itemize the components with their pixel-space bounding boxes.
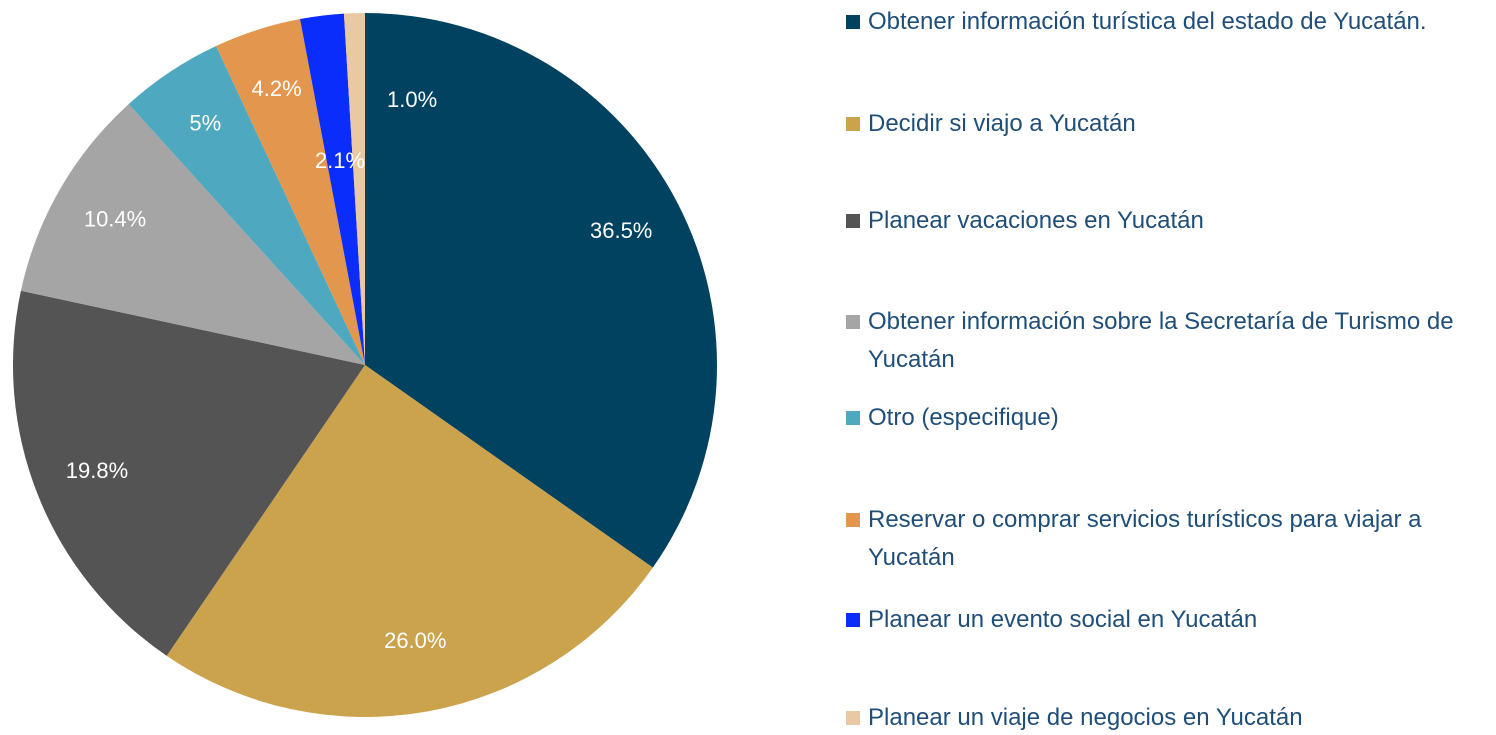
- pie-slice: [216, 19, 365, 365]
- legend-item: Otro (especifique): [846, 399, 1486, 437]
- legend-item: Planear vacaciones en Yucatán: [846, 202, 1486, 240]
- legend-swatch: [846, 411, 860, 425]
- data-label: 19.8%: [66, 458, 128, 483]
- legend-item: Obtener información turística del estado…: [846, 3, 1486, 41]
- legend-label: Obtener información turística del estado…: [868, 8, 1427, 35]
- pie-slice: [365, 13, 717, 568]
- legend-item: Decidir si viajo a Yucatán: [846, 105, 1486, 143]
- data-label: 10.4%: [84, 206, 146, 231]
- pie-slice: [20, 104, 365, 366]
- pie-slice: [166, 365, 653, 717]
- legend-label: Reservar o comprar servicios turísticos …: [868, 506, 1422, 571]
- legend-swatch: [846, 513, 860, 527]
- legend-label: Decidir si viajo a Yucatán: [868, 110, 1136, 137]
- legend-label: Planear un viaje de negocios en Yucatán: [868, 704, 1303, 731]
- legend-label: Otro (especifique): [868, 404, 1059, 431]
- legend-label: Planear un evento social en Yucatán: [868, 606, 1258, 633]
- data-label: 5%: [189, 110, 221, 135]
- pie-slice: [300, 13, 365, 365]
- legend-swatch: [846, 613, 860, 627]
- data-label: 26.0%: [384, 628, 446, 653]
- pie-slice: [13, 290, 366, 656]
- legend-swatch: [846, 15, 860, 29]
- data-label: 4.2%: [252, 76, 302, 101]
- legend-label: Obtener información sobre la Secretaría …: [868, 308, 1454, 373]
- legend-swatch: [846, 315, 860, 329]
- legend-item: Reservar o comprar servicios turísticos …: [846, 501, 1486, 577]
- legend-swatch: [846, 117, 860, 131]
- legend-swatch: [846, 711, 860, 725]
- legend-item: Planear un viaje de negocios en Yucatán: [846, 699, 1486, 735]
- data-label: 2.1%: [315, 148, 365, 173]
- data-label: 1.0%: [387, 87, 437, 112]
- legend-item: Obtener información sobre la Secretaría …: [846, 303, 1486, 379]
- legend-swatch: [846, 214, 860, 228]
- chart: 36.5% 26.0% 19.8% 10.4% 5% 4.2% 2.1% 1.0%: [13, 13, 717, 717]
- legend-label: Planear vacaciones en Yucatán: [868, 207, 1204, 234]
- pie-slice: [128, 46, 365, 365]
- data-label: 36.5%: [590, 218, 652, 243]
- pie-slice: [343, 13, 365, 365]
- legend-item: Planear un evento social en Yucatán: [846, 601, 1486, 639]
